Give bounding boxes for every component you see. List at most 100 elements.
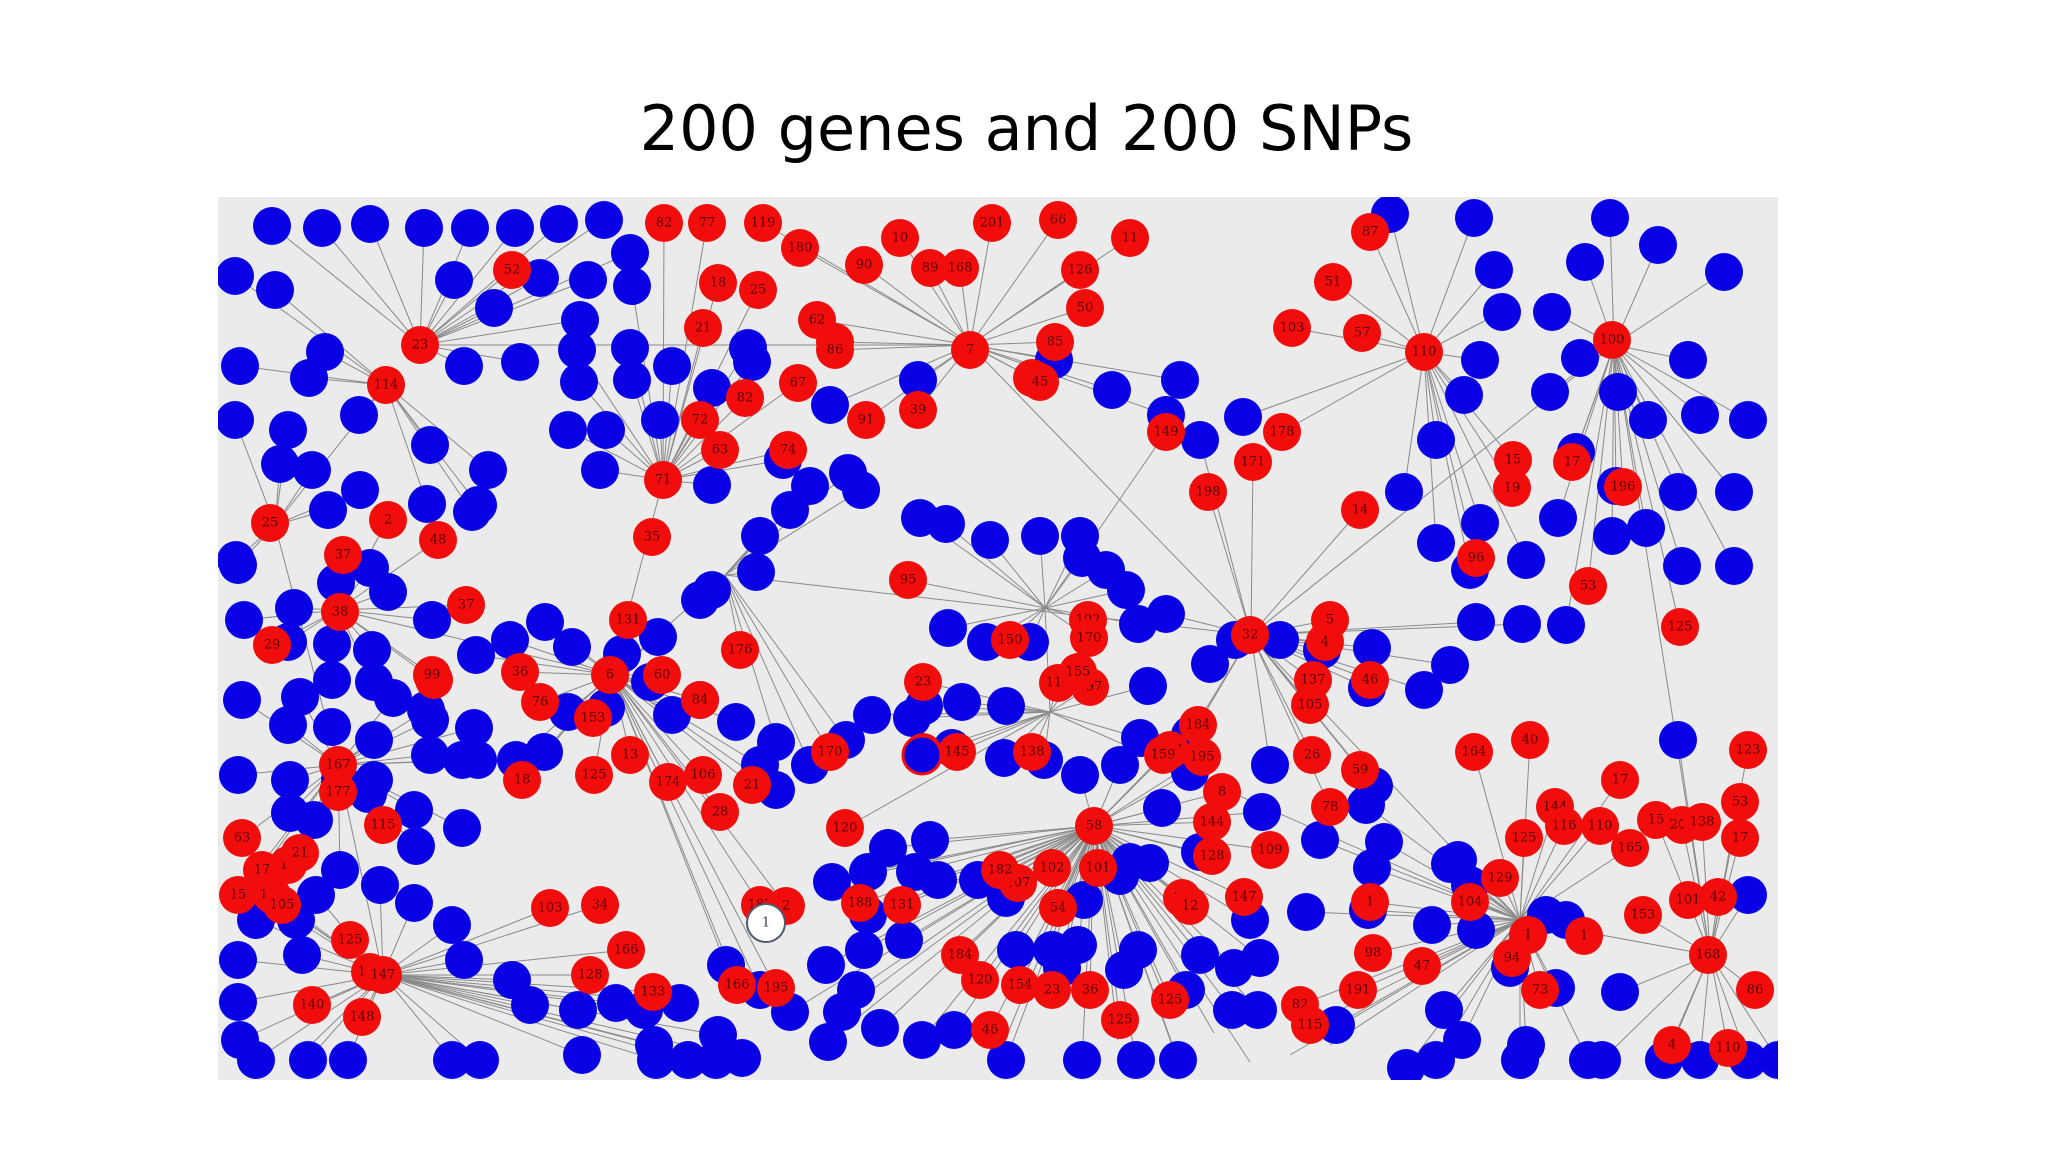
network-edge [1709,954,1778,1061]
gene-node: 7 [951,331,989,369]
gene-node: 21 [733,766,771,804]
gene-node-label: 71 [655,473,672,488]
gene-node-label: 38 [332,605,349,620]
snp-node [1627,509,1665,547]
snp-node [293,451,331,489]
snp-node [935,1011,973,1049]
gene-node-circle [607,931,645,969]
network-edge [1281,351,1425,433]
gene-node-label: 131 [616,613,641,628]
gene-node-label: 128 [1200,849,1225,864]
gene-node-circle [1075,807,1113,845]
gene-node-circle [1553,443,1591,481]
gene-node: 4 [1653,1026,1691,1064]
gene-node-circle [401,326,439,364]
snp-node [903,1021,941,1059]
snp-node [261,445,299,483]
gene-node-circle [1721,819,1759,857]
gene-node-label: 106 [691,768,716,783]
gene-node-label: 145 [945,745,970,760]
gene-node: 103 [1273,309,1311,347]
network-edge [382,974,513,981]
gene-node-label: 120 [833,821,858,836]
gene-node-label: 104 [1458,895,1483,910]
gene-node-circle [1511,721,1549,759]
gene-node-circle [581,886,619,924]
snp-node [445,941,483,979]
gene-node-label: 13 [622,748,639,763]
gene-node: 154 [1001,966,1039,1004]
snp-node [639,618,677,656]
gene-node-circle [1036,323,1074,361]
snp-node [1101,746,1139,784]
gene-node: 35 [633,518,671,556]
gene-node-label: 8 [1218,785,1226,800]
network-edge [945,523,1046,609]
snp-node [309,491,347,529]
snp-node [611,234,649,272]
gene-node-label: 76 [532,695,549,710]
gene-node-circle [364,806,402,844]
snp-node [1759,1041,1778,1079]
gene-node-label: 21 [292,846,309,861]
gene-node: 171 [1234,443,1272,481]
gene-node-circle [293,986,331,1024]
gene-node-label: 34 [592,898,609,913]
network-edge [929,825,1095,841]
gene-node: 15 [219,876,257,914]
network-edge [419,319,581,346]
gene-node: 168 [941,249,979,287]
gene-node-label: 52 [504,263,521,278]
gene-node-circle [644,461,682,499]
gene-node: 90 [845,246,883,284]
snp-node [275,589,313,627]
highlighted-snp-node [901,734,943,776]
gene-node-circle [1111,219,1149,257]
gene-node-circle [769,431,807,469]
network-edge [899,237,971,346]
gene-node-label: 73 [1532,983,1549,998]
gene-node: 26 [1293,736,1331,774]
gene-node-label: 166 [725,978,750,993]
snp-node [911,821,949,859]
gene-node: 14 [1341,491,1379,529]
gene-node: 104 [1451,883,1489,921]
snp-node [413,601,451,639]
gene-node-label: 119 [751,216,776,231]
network-edge [662,222,708,481]
gene-node: 82 [645,204,683,242]
gene-node-label: 46 [1362,673,1379,688]
snp-node [1105,951,1143,989]
snp-node [491,621,529,659]
gene-node: 85 [1036,323,1074,361]
gene-node-label: 36 [512,665,529,680]
gene-node-label: 201 [980,216,1005,231]
gene-node-circle [1601,761,1639,799]
gene-node: 123 [1729,731,1767,769]
gene-node-circle [1545,807,1583,845]
gene-node: 131 [609,601,647,639]
gene-node-circle [1669,881,1707,919]
snp-node [1224,398,1262,436]
gene-node-label: 47 [1414,959,1431,974]
gene-node-circle [971,1011,1009,1049]
gene-node: 42 [1699,878,1737,916]
network-edge [1242,351,1425,418]
gene-node-label: 116 [1552,819,1577,834]
gene-node-circle [701,793,739,831]
gene-node-label: 125 [582,768,607,783]
snp-node [997,931,1035,969]
gene-node-circle [364,956,402,994]
snp-node [1131,844,1169,882]
snp-node [1629,401,1667,439]
gene-node-label: 17 [254,863,271,878]
gene-node: 180 [781,229,819,267]
network-edge [475,654,613,676]
gene-node: 66 [1039,201,1077,239]
gene-node-label: 21 [744,778,761,793]
gene-node: 147 [364,956,402,994]
gene-node-label: 171 [1241,455,1266,470]
gene-node-label: 110 [1412,345,1437,360]
gene-node-circle [718,966,756,1004]
gene-node-circle [645,204,683,242]
